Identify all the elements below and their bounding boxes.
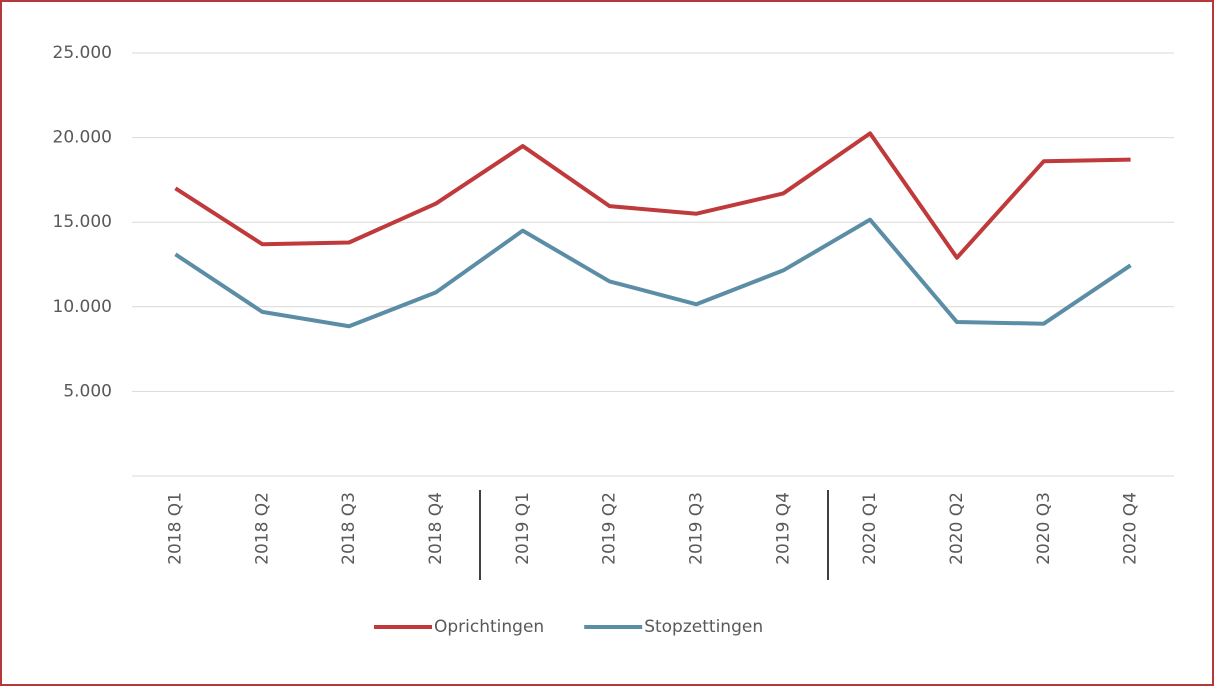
x-tick-label: 2018 Q2 (252, 492, 272, 565)
legend-label: Stopzettingen (644, 617, 763, 637)
x-tick-label: 2019 Q2 (600, 492, 620, 565)
x-tick-label: 2018 Q4 (426, 492, 446, 565)
y-tick-label: 15.000 (53, 212, 112, 232)
y-tick-label: 25.000 (53, 43, 112, 63)
y-tick-label: 10.000 (53, 297, 112, 317)
x-tick-label: 2018 Q3 (339, 492, 359, 565)
x-tick-label: 2020 Q3 (1034, 492, 1054, 565)
x-tick-label: 2020 Q2 (947, 492, 967, 565)
x-tick-label: 2018 Q1 (165, 492, 185, 565)
x-tick-label: 2019 Q3 (686, 492, 706, 565)
series-line (174, 217, 1132, 329)
x-tick-label: 2019 Q4 (773, 492, 793, 565)
legend-label: Oprichtingen (434, 617, 544, 637)
series-line (174, 131, 1131, 260)
x-tick-label: 2020 Q1 (860, 492, 880, 565)
x-tick-label: 2019 Q1 (513, 492, 533, 565)
y-tick-label: 5.000 (63, 381, 112, 401)
x-tick-label: 2020 Q4 (1121, 492, 1141, 565)
y-tick-label: 20.000 (53, 128, 112, 148)
